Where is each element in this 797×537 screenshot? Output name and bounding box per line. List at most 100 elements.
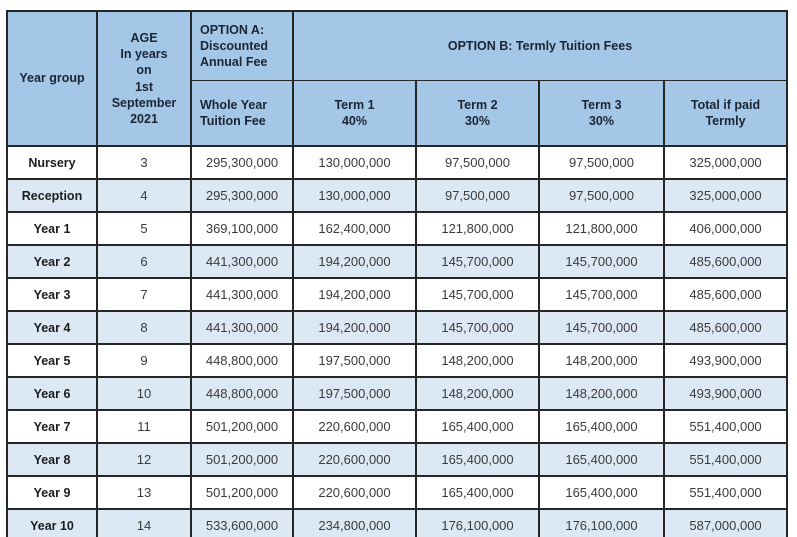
- cell-term2-fee: 121,800,000: [415, 211, 540, 246]
- table-row: Reception 4 295,300,000 130,000,000 97,5…: [6, 178, 789, 213]
- cell-year-group: Year 9: [6, 475, 98, 510]
- cell-total-fee: 485,600,000: [662, 277, 789, 312]
- cell-age: 9: [96, 343, 192, 378]
- cell-annual-fee: 441,300,000: [190, 277, 294, 312]
- cell-term2-fee: 165,400,000: [415, 475, 540, 510]
- cell-annual-fee: 448,800,000: [190, 343, 294, 378]
- cell-term2-fee: 145,700,000: [415, 244, 540, 279]
- header-row-1: Year group AGE In years on 1st September…: [6, 10, 789, 147]
- cell-annual-fee: 295,300,000: [190, 145, 294, 180]
- header-year-group: Year group: [6, 10, 98, 147]
- cell-term1-fee: 194,200,000: [292, 277, 417, 312]
- table-row: Year 10 14 533,600,000 234,800,000 176,1…: [6, 508, 789, 537]
- table-header: Year group AGE In years on 1st September…: [6, 10, 789, 147]
- cell-year-group: Year 10: [6, 508, 98, 537]
- table-row: Year 7 11 501,200,000 220,600,000 165,40…: [6, 409, 789, 444]
- table-row: Year 2 6 441,300,000 194,200,000 145,700…: [6, 244, 789, 279]
- cell-annual-fee: 501,200,000: [190, 442, 294, 477]
- cell-year-group: Reception: [6, 178, 98, 213]
- cell-term2-fee: 165,400,000: [415, 409, 540, 444]
- cell-year-group: Year 8: [6, 442, 98, 477]
- cell-total-fee: 551,400,000: [662, 475, 789, 510]
- cell-age: 4: [96, 178, 192, 213]
- header-term-2: Term 2 30%: [415, 80, 540, 147]
- table-row: Year 4 8 441,300,000 194,200,000 145,700…: [6, 310, 789, 345]
- cell-age: 14: [96, 508, 192, 537]
- cell-term2-fee: 165,400,000: [415, 442, 540, 477]
- cell-annual-fee: 295,300,000: [190, 178, 294, 213]
- cell-total-fee: 493,900,000: [662, 343, 789, 378]
- cell-year-group: Year 6: [6, 376, 98, 411]
- cell-term2-fee: 148,200,000: [415, 376, 540, 411]
- cell-total-fee: 551,400,000: [662, 409, 789, 444]
- cell-term1-fee: 220,600,000: [292, 442, 417, 477]
- cell-term1-fee: 234,800,000: [292, 508, 417, 537]
- cell-total-fee: 493,900,000: [662, 376, 789, 411]
- cell-total-fee: 325,000,000: [662, 178, 789, 213]
- cell-age: 13: [96, 475, 192, 510]
- cell-annual-fee: 448,800,000: [190, 376, 294, 411]
- cell-year-group: Year 5: [6, 343, 98, 378]
- cell-age: 11: [96, 409, 192, 444]
- table-row: Year 1 5 369,100,000 162,400,000 121,800…: [6, 211, 789, 246]
- tuition-fee-table: Year group AGE In years on 1st September…: [6, 10, 789, 537]
- header-option-a: OPTION A: Discounted Annual Fee: [190, 10, 294, 81]
- cell-term3-fee: 145,700,000: [538, 277, 665, 312]
- cell-total-fee: 551,400,000: [662, 442, 789, 477]
- cell-term3-fee: 148,200,000: [538, 343, 665, 378]
- cell-age: 7: [96, 277, 192, 312]
- cell-term2-fee: 145,700,000: [415, 310, 540, 345]
- cell-term1-fee: 220,600,000: [292, 475, 417, 510]
- table-row: Year 9 13 501,200,000 220,600,000 165,40…: [6, 475, 789, 510]
- cell-term3-fee: 121,800,000: [538, 211, 665, 246]
- cell-year-group: Year 4: [6, 310, 98, 345]
- cell-term2-fee: 148,200,000: [415, 343, 540, 378]
- table-row: Year 8 12 501,200,000 220,600,000 165,40…: [6, 442, 789, 477]
- header-row-2: Whole Year Tuition Fee Term 1 40% Term 2…: [7, 80, 789, 147]
- cell-age: 3: [96, 145, 192, 180]
- cell-term1-fee: 194,200,000: [292, 310, 417, 345]
- cell-term1-fee: 194,200,000: [292, 244, 417, 279]
- cell-age: 8: [96, 310, 192, 345]
- cell-term1-fee: 197,500,000: [292, 376, 417, 411]
- table-body: Nursery 3 295,300,000 130,000,000 97,500…: [6, 145, 789, 537]
- cell-total-fee: 587,000,000: [662, 508, 789, 537]
- cell-annual-fee: 533,600,000: [190, 508, 294, 537]
- cell-annual-fee: 501,200,000: [190, 409, 294, 444]
- cell-term3-fee: 165,400,000: [538, 409, 665, 444]
- cell-term3-fee: 165,400,000: [538, 442, 665, 477]
- cell-year-group: Year 3: [6, 277, 98, 312]
- cell-term1-fee: 162,400,000: [292, 211, 417, 246]
- cell-term2-fee: 97,500,000: [415, 145, 540, 180]
- cell-age: 6: [96, 244, 192, 279]
- cell-annual-fee: 441,300,000: [190, 244, 294, 279]
- cell-term3-fee: 97,500,000: [538, 178, 665, 213]
- cell-term3-fee: 176,100,000: [538, 508, 665, 537]
- cell-total-fee: 406,000,000: [662, 211, 789, 246]
- cell-total-fee: 485,600,000: [662, 310, 789, 345]
- cell-term2-fee: 97,500,000: [415, 178, 540, 213]
- cell-total-fee: 325,000,000: [662, 145, 789, 180]
- cell-age: 12: [96, 442, 192, 477]
- table-row: Nursery 3 295,300,000 130,000,000 97,500…: [6, 145, 789, 180]
- table-row: Year 5 9 448,800,000 197,500,000 148,200…: [6, 343, 789, 378]
- cell-term1-fee: 130,000,000: [292, 178, 417, 213]
- cell-term2-fee: 145,700,000: [415, 277, 540, 312]
- cell-term3-fee: 145,700,000: [538, 310, 665, 345]
- cell-year-group: Year 1: [6, 211, 98, 246]
- cell-annual-fee: 501,200,000: [190, 475, 294, 510]
- cell-age: 10: [96, 376, 192, 411]
- header-age: AGE In years on 1st September 2021: [96, 10, 192, 147]
- header-option-b: OPTION B: Termly Tuition Fees: [291, 10, 789, 81]
- cell-year-group: Nursery: [6, 145, 98, 180]
- cell-age: 5: [96, 211, 192, 246]
- cell-term1-fee: 197,500,000: [292, 343, 417, 378]
- cell-term2-fee: 176,100,000: [415, 508, 540, 537]
- cell-term1-fee: 220,600,000: [292, 409, 417, 444]
- cell-term3-fee: 97,500,000: [538, 145, 665, 180]
- table-row: Year 6 10 448,800,000 197,500,000 148,20…: [6, 376, 789, 411]
- cell-term1-fee: 130,000,000: [292, 145, 417, 180]
- cell-term3-fee: 165,400,000: [538, 475, 665, 510]
- cell-annual-fee: 369,100,000: [190, 211, 294, 246]
